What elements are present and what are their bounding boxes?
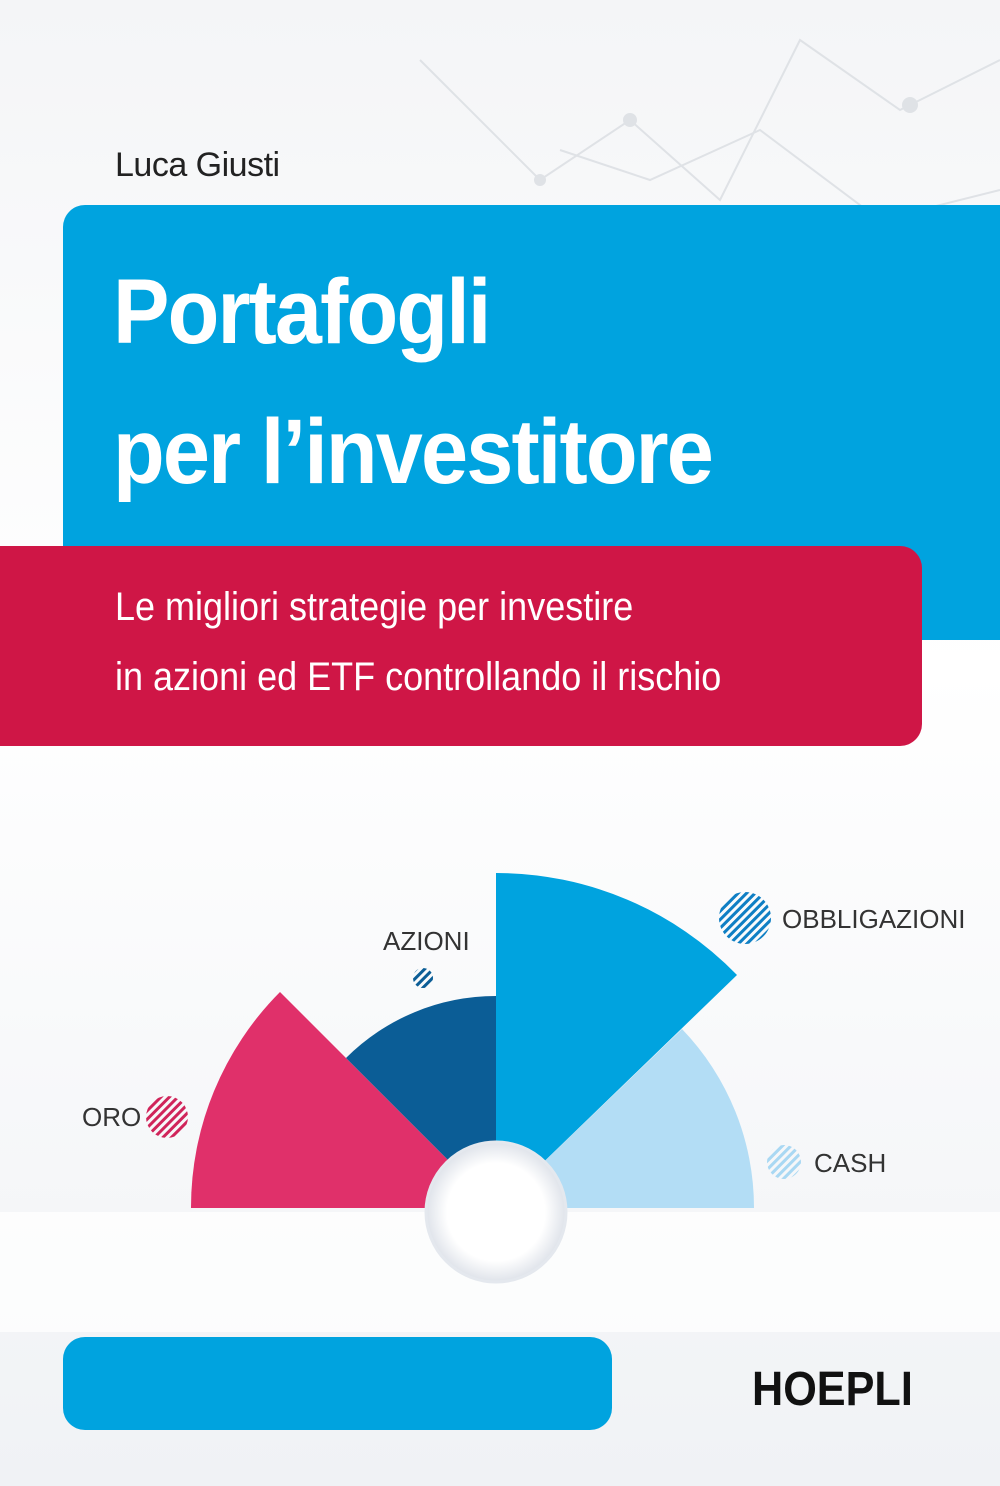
- cash-sector: [496, 1029, 755, 1208]
- bg-lines: [419, 38, 1000, 222]
- publisher: HOEPLI: [752, 1363, 913, 1416]
- oro-sector: [190, 992, 496, 1208]
- oro-dot: [146, 1096, 188, 1138]
- title-line: per l’investitore: [113, 401, 714, 503]
- hub: [424, 1140, 568, 1284]
- legend-label: CASH: [814, 1148, 886, 1178]
- legend-label: OBBLIGAZIONI: [782, 904, 966, 934]
- author: Luca Giusti: [115, 146, 280, 184]
- cash-dot: [767, 1145, 801, 1179]
- subtitle-line: Le migliori strategie per investire: [115, 585, 634, 629]
- azioni-dot: [413, 968, 433, 988]
- subtitle-box: [0, 546, 922, 746]
- obbligazioni-dot: [719, 892, 771, 944]
- legend-label: AZIONI: [383, 926, 470, 956]
- bottom-bar: [63, 1337, 612, 1430]
- obbligazioni-sector: [496, 872, 737, 1208]
- title-line: Portafogli: [113, 261, 491, 363]
- subtitle-line: in azioni ed ETF controllando il rischio: [115, 655, 722, 699]
- legend-label: ORO: [82, 1102, 141, 1132]
